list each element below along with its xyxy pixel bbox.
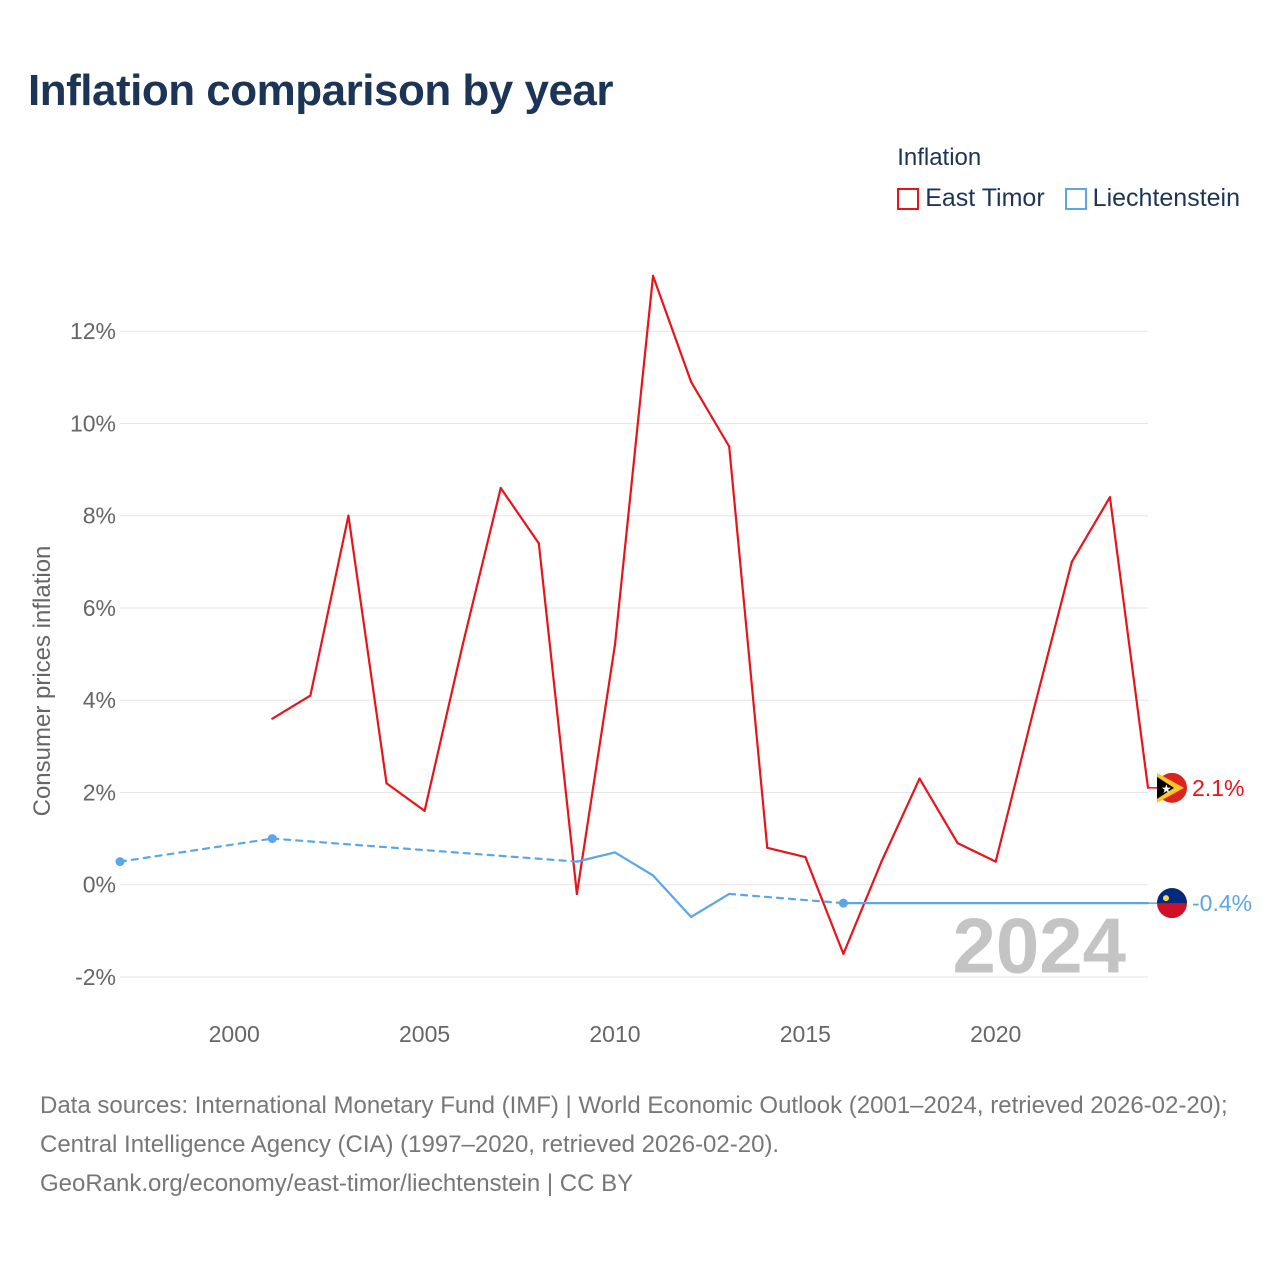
east-timor-line-segment [651, 274, 693, 384]
east-timor-flag-star: ★ [1161, 782, 1172, 796]
east-timor-line-segment [994, 708, 1035, 863]
east-timor-line-segment [347, 514, 388, 785]
y-axis-label: Consumer prices inflation [29, 546, 56, 817]
east-timor-line-segment [1032, 560, 1073, 711]
liechtenstein-data-point [838, 898, 848, 908]
source-note: Data sources: International Monetary Fun… [40, 1086, 1250, 1203]
liechtenstein-data-point [115, 857, 125, 867]
y-tick-label: 10% [70, 410, 116, 436]
east-timor-line-segment [613, 274, 655, 646]
east-timor-line-segment [309, 514, 350, 697]
east-timor-line-segment [842, 860, 883, 955]
east-timor-line-segment [499, 486, 540, 545]
liechtenstein-end-label: -0.4% [1192, 890, 1252, 916]
east-timor-line-segment [537, 542, 578, 896]
legend-title: Inflation [897, 144, 982, 171]
east-timor-line-segment [918, 777, 959, 845]
liechtenstein-flag-crown [1163, 895, 1169, 902]
east-timor-line-segment [271, 694, 312, 720]
east-timor-line-segment [804, 855, 845, 955]
liechtenstein-line-segment [690, 892, 731, 919]
y-tick-label: 0% [83, 872, 116, 898]
liechtenstein-line-segment [613, 851, 655, 877]
east-timor-line-segment [423, 643, 464, 812]
east-timor-line-segment [956, 842, 997, 863]
east-timor-line-segment [728, 445, 769, 849]
liechtenstein-line-segment [118, 837, 274, 863]
east-timor-swatch-icon [897, 187, 920, 210]
chart-title: Inflation comparison by year [28, 66, 614, 115]
x-tick-label: 2015 [780, 1021, 831, 1047]
east-timor-line-segment [880, 777, 921, 863]
y-tick-label: 6% [83, 595, 116, 621]
liechtenstein-swatch-icon [1064, 187, 1087, 210]
legend-label-east-timor: East Timor [925, 184, 1045, 212]
y-tick-label: 4% [83, 687, 116, 713]
legend-item-east-timor[interactable]: East Timor [897, 184, 1045, 213]
east-timor-line-segment [461, 486, 502, 646]
y-tick-label: 8% [83, 503, 116, 529]
liechtenstein-data-point [267, 834, 277, 844]
east-timor-line-segment [575, 643, 617, 896]
source-text: Data sources: International Monetary Fun… [40, 1092, 1228, 1158]
x-tick-label: 2020 [970, 1021, 1021, 1047]
y-tick-label: -2% [75, 964, 116, 990]
east-timor-line-segment [385, 782, 426, 812]
liechtenstein-line-segment [271, 837, 578, 863]
source-link[interactable]: GeoRank.org/economy/east-timor/liechtens… [40, 1170, 634, 1197]
line-chart: -2% 0% 2% 4% 6% 8% 10% 12% 2000 2005 2010 2015 2020 C… [29, 274, 1252, 1047]
liechtenstein-line-segment [575, 851, 617, 863]
legend-label-liechtenstein: Liechtenstein [1092, 184, 1240, 212]
legend: Inflation East Timor Liechtenstein [897, 144, 1240, 213]
x-tick-label: 2010 [589, 1021, 640, 1047]
y-tick-label: 2% [83, 779, 116, 805]
east-timor-line-segment [766, 846, 807, 859]
legend-item-liechtenstein[interactable]: Liechtenstein [1064, 184, 1240, 213]
east-timor-end-label: 2.1% [1192, 775, 1244, 801]
east-timor-flag-inner-triangle [1157, 776, 1174, 799]
liechtenstein-line-segment [728, 892, 845, 905]
east-timor-line-segment [1070, 496, 1112, 563]
east-timor-line-segment [1108, 496, 1150, 789]
x-tick-label: 2005 [399, 1021, 450, 1047]
east-timor-line-segment [690, 380, 731, 448]
liechtenstein-line-segment [651, 874, 693, 919]
y-tick-label: 12% [70, 318, 116, 344]
year-watermark: 2024 [952, 901, 1126, 989]
x-tick-label: 2000 [209, 1021, 260, 1047]
liechtenstein-flag-top [1157, 888, 1187, 904]
